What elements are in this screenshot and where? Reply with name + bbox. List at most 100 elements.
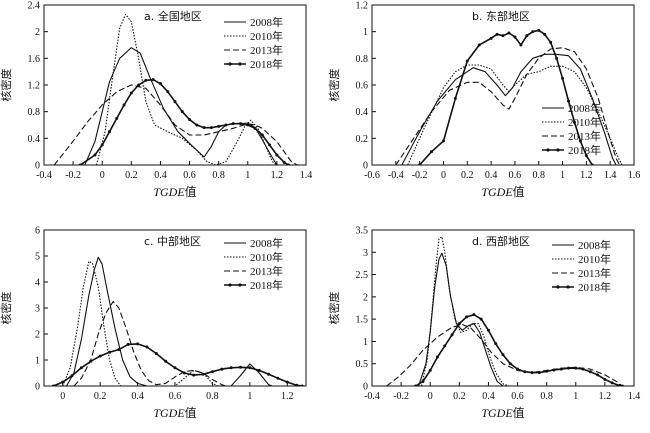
- series-marker: [603, 377, 607, 381]
- chart-title: a. 全国地区: [144, 9, 202, 23]
- chart-title: d. 西部地区: [472, 234, 530, 248]
- series-marker: [108, 130, 111, 134]
- series-marker: [590, 163, 594, 165]
- series-marker: [224, 123, 228, 127]
- x-axis-label-suffix: 值: [185, 405, 197, 420]
- series-marker: [188, 118, 192, 122]
- series-marker: [479, 317, 483, 321]
- series-line-star: [419, 29, 593, 165]
- series-marker: [596, 373, 600, 377]
- x-tick-label: 0.2: [453, 391, 466, 402]
- series-marker: [477, 43, 481, 47]
- series-line-dashed: [395, 47, 621, 165]
- chart-panel-4: -0.4 -0.2 0 0.2 0.4 0.6 0.8 1 1.2 1.4 0 0.5 1 1.5 2 2.5…: [327, 226, 640, 421]
- x-tick-label: 0: [60, 391, 65, 402]
- y-tick-label: 2: [35, 27, 40, 38]
- series-marker: [192, 373, 196, 377]
- legend-label: 2008年: [578, 238, 611, 252]
- y-tick-label: 0.2: [356, 134, 369, 145]
- series-marker: [418, 163, 422, 165]
- series-marker: [453, 96, 457, 100]
- legend-label: 2013年: [568, 129, 601, 143]
- series-marker: [436, 355, 439, 359]
- y-tick-label: 0.6: [356, 81, 369, 92]
- y-tick-label: 3: [35, 304, 40, 315]
- x-axis-label-variable: TGDE: [481, 406, 513, 420]
- series-marker: [257, 368, 261, 372]
- x-axis-label: TGDE值: [153, 184, 196, 199]
- y-tick-label: 4: [35, 278, 40, 289]
- series-marker: [151, 78, 155, 82]
- series-marker: [495, 32, 499, 36]
- x-axis-label-suffix: 值: [513, 184, 525, 199]
- series-marker: [525, 34, 529, 38]
- x-tick-label: 1: [247, 391, 252, 402]
- series-marker: [610, 381, 614, 385]
- series-marker: [164, 359, 168, 363]
- legend-label: 2018年: [250, 278, 283, 292]
- legend-label: 2008年: [250, 15, 283, 29]
- series-marker: [239, 365, 242, 369]
- series-marker: [126, 342, 130, 346]
- series-marker: [231, 122, 235, 126]
- x-axis-label-suffix: 值: [185, 184, 197, 199]
- series-marker: [100, 143, 104, 147]
- legend-label: 2018年: [578, 280, 611, 294]
- series-marker: [108, 350, 111, 354]
- y-tick-label: 1: [35, 356, 40, 367]
- series-marker: [543, 32, 547, 36]
- x-tick-label: 0.8: [540, 391, 553, 402]
- y-tick-label: 0.4: [28, 134, 41, 145]
- series-marker: [117, 348, 121, 352]
- x-tick-label: 1.4: [628, 391, 641, 402]
- x-tick-label: 0: [441, 170, 446, 181]
- x-axis-label: TGDE值: [153, 405, 196, 420]
- x-tick-label: 0.8: [212, 170, 225, 181]
- series-marker: [519, 43, 523, 47]
- x-tick-label: 1: [245, 170, 250, 181]
- chart-title: c. 中部地区: [144, 234, 201, 248]
- y-tick-label: 0: [363, 382, 368, 393]
- series-marker: [489, 36, 493, 40]
- series-marker: [508, 362, 512, 366]
- series-marker: [430, 150, 434, 154]
- series-marker: [267, 372, 271, 376]
- legend-swatch-marker: [566, 285, 570, 289]
- series-marker: [154, 352, 158, 355]
- series-marker: [472, 313, 476, 317]
- x-tick-label: 0.2: [94, 391, 107, 402]
- legend-label: 2013年: [250, 264, 283, 278]
- legend-swatch-marker: [556, 148, 560, 152]
- y-tick-label: 1.6: [28, 54, 41, 65]
- legend-swatch-marker: [228, 283, 232, 287]
- series-marker: [78, 163, 82, 165]
- x-tick-label: 1: [560, 170, 565, 181]
- series-line-solid: [66, 256, 273, 386]
- series-marker: [300, 384, 304, 386]
- series-marker: [549, 40, 553, 44]
- series-marker: [465, 59, 469, 63]
- legend-label: 2018年: [250, 57, 283, 71]
- series-marker: [561, 76, 565, 80]
- series-marker: [217, 124, 221, 128]
- y-tick-label: 1.5: [356, 315, 369, 326]
- x-tick-label: 0.4: [485, 170, 498, 181]
- series-marker: [276, 376, 280, 380]
- series-marker: [89, 359, 93, 363]
- series-marker: [545, 369, 549, 373]
- series-marker: [421, 380, 425, 384]
- chart-title: b. 东部地区: [472, 9, 530, 23]
- chart-panel-3: 0 0.2 0.4 0.6 0.8 1 1.2 0 1 2 3 4 5 6 TGDE值 核密度 c. 中部地区 2…: [0, 226, 307, 420]
- x-tick-label: 1.4: [300, 170, 313, 181]
- series-marker: [287, 163, 291, 165]
- x-axis-label-suffix: 值: [513, 405, 525, 420]
- y-axis-label: 核密度: [0, 69, 13, 102]
- x-tick-label: 0.4: [154, 170, 167, 181]
- series-marker: [537, 371, 541, 375]
- series-line-dashed: [73, 300, 226, 386]
- x-tick-label: 1.2: [281, 391, 294, 402]
- series-line-dotted: [407, 64, 623, 165]
- series-marker: [70, 374, 74, 378]
- series-marker: [173, 366, 177, 370]
- series-marker: [620, 384, 624, 386]
